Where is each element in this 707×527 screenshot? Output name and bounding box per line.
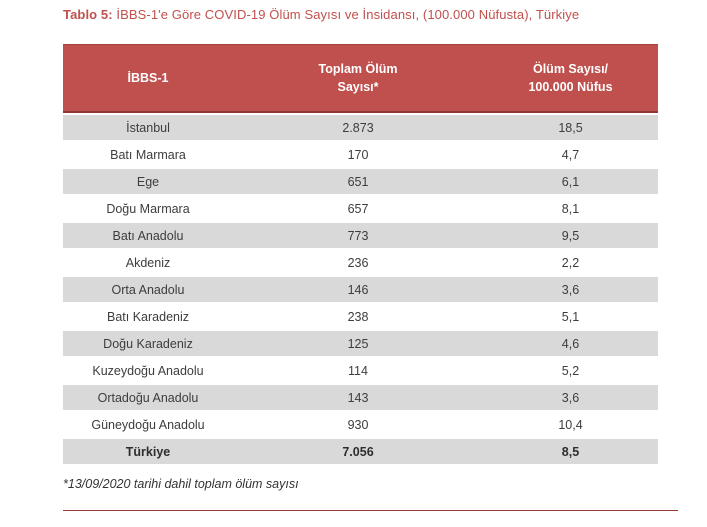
region-cell: Kuzeydoğu Anadolu	[92, 363, 204, 378]
deaths-cell: 2.873	[342, 120, 374, 135]
table-row: Batı Marmara 170 4,7	[63, 142, 658, 167]
region-cell: Doğu Marmara	[106, 201, 190, 216]
deaths-cell: 125	[347, 336, 369, 351]
table-row: Orta Anadolu 146 3,6	[63, 277, 658, 302]
deaths-cell: 146	[347, 282, 369, 297]
table-body: İstanbul 2.873 18,5 Batı Marmara 170 4,7 Ege 65…	[63, 115, 658, 464]
table-row: Ortadoğu Anadolu 143 3,6	[63, 385, 658, 410]
deaths-cell: 657	[347, 201, 369, 216]
deaths-cell: 7.056	[342, 444, 374, 459]
table-row: Doğu Karadeniz 125 4,6	[63, 331, 658, 356]
region-cell: Türkiye	[125, 444, 171, 459]
table-row: Doğu Marmara 657 8,1	[63, 196, 658, 221]
incidence-cell: 4,7	[561, 147, 580, 162]
table-row: Batı Karadeniz 238 5,1	[63, 304, 658, 329]
table-row: Kuzeydoğu Anadolu 114 5,2	[63, 358, 658, 383]
incidence-cell: 4,6	[561, 336, 580, 351]
incidence-cell: 2,2	[561, 255, 580, 270]
deaths-cell: 170	[347, 147, 369, 162]
deaths-cell: 114	[348, 363, 368, 378]
header-cell-incidence: Ölüm Sayısı/ 100.000 Nüfus	[528, 61, 613, 94]
table-caption-label: Tablo 5:	[63, 7, 113, 22]
table-row: Güneydoğu Anadolu 930 10,4	[63, 412, 658, 437]
incidence-cell: 3,6	[561, 390, 580, 405]
header-cell-total-deaths: Toplam Ölüm Sayısı*	[318, 61, 398, 94]
covid-deaths-table: İBBS-1 Toplam Ölüm Sayısı* Ölüm Sayısı/ …	[63, 44, 658, 464]
table-caption-text: İBBS-1'e Göre COVID-19 Ölüm Sayısı ve İn…	[116, 7, 580, 22]
table-total-row: Türkiye 7.056 8,5	[63, 439, 658, 464]
incidence-cell: 3,6	[561, 282, 580, 297]
header-cell-region: İBBS-1	[127, 70, 169, 85]
region-cell: Güneydoğu Anadolu	[91, 417, 205, 432]
deaths-cell: 651	[347, 174, 369, 189]
region-cell: Ege	[136, 174, 160, 189]
table-row: Ege 651 6,1	[63, 169, 658, 194]
deaths-cell: 236	[347, 255, 369, 270]
deaths-cell: 143	[347, 390, 369, 405]
deaths-cell: 773	[347, 228, 369, 243]
incidence-cell: 9,5	[561, 228, 580, 243]
region-cell: Batı Anadolu	[112, 228, 184, 243]
incidence-cell: 5,2	[561, 363, 580, 378]
region-cell: Batı Marmara	[110, 147, 186, 162]
region-cell: Doğu Karadeniz	[103, 336, 193, 351]
region-cell: Orta Anadolu	[111, 282, 185, 297]
incidence-cell: 8,1	[561, 201, 580, 216]
table-caption: Tablo 5: İBBS-1'e Göre COVID-19 Ölüm Say…	[63, 7, 579, 22]
incidence-cell: 8,5	[561, 444, 580, 459]
region-cell: İstanbul	[126, 120, 170, 135]
incidence-cell: 18,5	[558, 120, 583, 135]
region-cell: Akdeniz	[125, 255, 171, 270]
table-row: İstanbul 2.873 18,5	[63, 115, 658, 140]
region-cell: Batı Karadeniz	[107, 309, 189, 324]
page-bottom-divider	[63, 510, 678, 511]
incidence-cell: 10,4	[558, 417, 583, 432]
deaths-cell: 930	[347, 417, 369, 432]
deaths-cell: 238	[347, 309, 369, 324]
region-cell: Ortadoğu Anadolu	[97, 390, 199, 405]
incidence-cell: 6,1	[561, 174, 580, 189]
table-row: Akdeniz 236 2,2	[63, 250, 658, 275]
table-footnote: *13/09/2020 tarihi dahil toplam ölüm say…	[63, 477, 299, 491]
table-header-row: İBBS-1 Toplam Ölüm Sayısı* Ölüm Sayısı/ …	[63, 44, 658, 113]
table-row: Batı Anadolu 773 9,5	[63, 223, 658, 248]
incidence-cell: 5,1	[561, 309, 580, 324]
